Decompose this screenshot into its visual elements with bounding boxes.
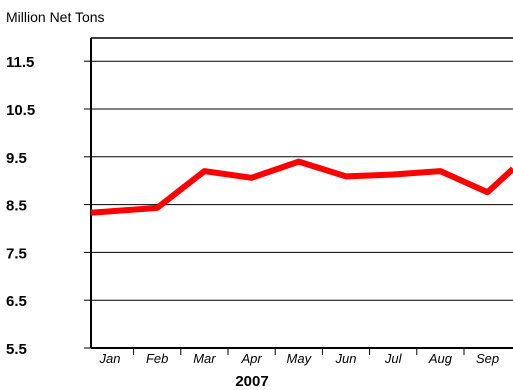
y-tick-label: 11.5	[6, 54, 34, 71]
y-tick-label: 5.5	[6, 341, 27, 358]
y-tick-label: 9.5	[6, 150, 27, 167]
gridlines	[84, 60, 513, 349]
x-tick-label: Mar	[193, 351, 216, 366]
x-tick-label: Jan	[99, 351, 121, 366]
x-tick-label: Apr	[240, 351, 262, 366]
y-axis-ticks: 5.5 6.5 7.5 8.5 9.5 10.5 11.5	[6, 54, 35, 358]
y-tick-label: 7.5	[6, 245, 27, 262]
x-axis-ticks: Jan Feb Mar Apr May Jun Jul Aug Sep	[99, 348, 499, 366]
x-tick-label: Aug	[428, 351, 453, 366]
x-axis-title: 2007	[235, 373, 268, 390]
x-tick-label: May	[287, 351, 313, 366]
x-tick-label: Jun	[335, 351, 357, 366]
y-tick-label: 6.5	[6, 293, 27, 310]
series-lines	[90, 158, 513, 216]
x-tick-label: Feb	[146, 351, 168, 366]
x-tick-label: Jul	[384, 351, 403, 366]
series-line	[90, 158, 513, 216]
x-tick-label: Sep	[476, 351, 499, 366]
y-tick-label: 8.5	[6, 198, 27, 215]
y-axis-unit-label: Million Net Tons	[6, 9, 105, 25]
y-tick-label: 10.5	[6, 102, 35, 119]
axes	[90, 37, 513, 349]
